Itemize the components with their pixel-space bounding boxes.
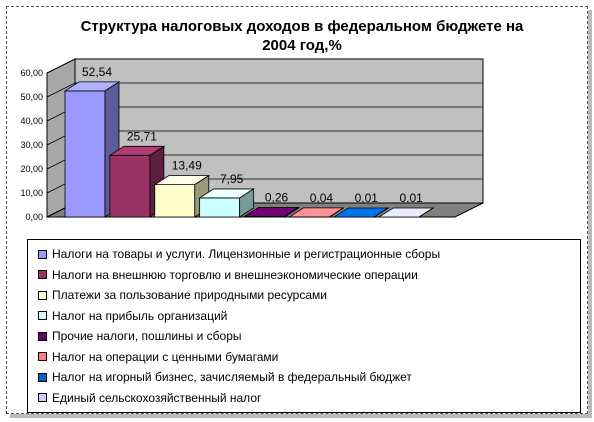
bar-side [239,188,255,218]
legend-label: Налог на прибыль организаций [52,308,228,323]
data-label: 7,95 [220,172,244,186]
y-tick-label: 60,00 [20,68,43,78]
legend-swatch [38,331,47,341]
data-label: 25,71 [127,129,157,143]
plot-area: 0,00 10,00 20,00 30,00 40,00 50,00 60,00 52,54 2… [20,58,484,222]
legend-entry: Прочие налоги, пошлины и сборы [38,326,242,346]
bar-side [328,207,344,218]
chart-frame: Структура налоговых доходов в федерально… [6,6,588,414]
legend-label: Налог на игорный бизнес, зачисляемый в ф… [52,370,412,384]
bar [154,184,196,218]
legend-swatch [38,352,47,361]
legend-swatch [38,270,47,279]
bar [109,154,151,218]
y-tick-label: 50,00 [20,92,43,102]
gridline [46,82,483,98]
legend-label: Налог на операции с ценными бумагами [52,349,279,364]
chart-title: Структура налоговых доходов в федерально… [80,18,524,54]
legend-entry: Единый сельскохозяйственный налог [38,388,261,408]
legend-entry: Налог на игорный бизнес, зачисляемый в ф… [38,367,412,387]
legend-label: Налоги на внешнюю торговлю и внешнеэконо… [52,267,418,282]
data-label: 52,54 [82,65,112,79]
bar-side [418,207,434,218]
data-label: 0,04 [310,191,334,205]
legend-entry: Налог на прибыль организаций [38,306,227,326]
legend-swatch [38,249,47,259]
legend-label: Прочие налоги, пошлины и сборы [52,329,242,343]
bar [64,90,106,218]
legend-swatch [38,372,47,382]
y-tick-label: 20,00 [20,164,43,174]
bar-side [373,207,389,218]
legend-swatch [38,393,47,402]
legend-entry: Платежи за пользование природными ресурс… [38,285,327,305]
legend-entry: Налог на операции с ценными бумагами [38,347,278,367]
legend: Налоги на товары и услуги. Лицензионные … [27,239,581,413]
legend-swatch [38,311,47,320]
y-tick-label: 0,00 [25,212,43,222]
legend-entry: Налоги на внешнюю торговлю и внешнеэконо… [38,265,418,285]
bar [199,197,241,218]
legend-label: Единый сельскохозяйственный налог [52,390,262,405]
y-tick-label: 40,00 [20,116,43,126]
gridline [46,58,483,74]
y-tick-label: 30,00 [20,140,43,150]
legend-entry: Налоги на товары и услуги. Лицензионные … [38,244,440,264]
legend-label: Налоги на товары и услуги. Лицензионные … [52,247,441,261]
data-label: 0,01 [355,191,379,205]
legend-swatch [38,290,47,300]
y-tick-label: 10,00 [20,188,43,198]
data-label: 0,26 [265,190,289,204]
data-label: 13,49 [172,159,202,173]
legend-label: Платежи за пользование природными ресурс… [52,288,327,302]
data-label: 0,01 [399,191,423,205]
bar-side [284,206,299,218]
